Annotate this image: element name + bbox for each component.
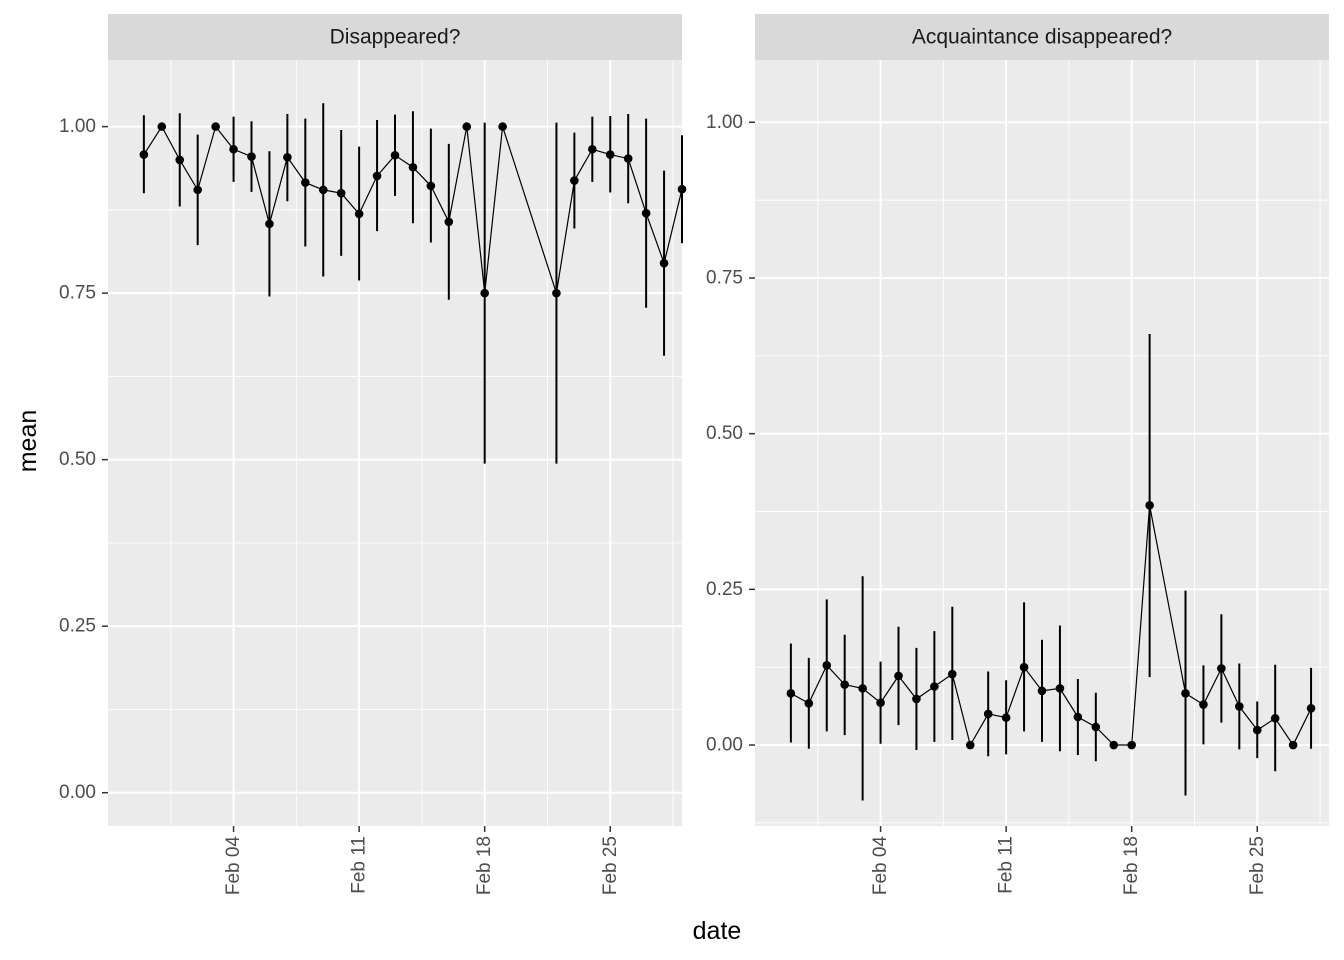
data-point bbox=[229, 144, 238, 154]
y-tick-label: 1.00 bbox=[59, 116, 96, 137]
data-point bbox=[265, 219, 274, 229]
y-axis: 0.00 0.25 0.50 0.75 1.00 bbox=[59, 116, 108, 803]
y-tick-label: 0.50 bbox=[706, 423, 743, 444]
data-point bbox=[677, 184, 687, 194]
data-point bbox=[1145, 500, 1154, 510]
y-tick-label: 1.00 bbox=[706, 112, 743, 133]
data-point bbox=[876, 698, 885, 707]
panel-acquaintance-disappeared: Acquaintance disappeared? 0.00 0.25 0.50… bbox=[706, 14, 1329, 895]
x-tick-label: Feb 11 bbox=[996, 836, 1017, 894]
data-point bbox=[139, 150, 149, 159]
minor-gridlines bbox=[755, 60, 1329, 826]
data-series bbox=[139, 103, 687, 464]
x-tick-label: Feb 04 bbox=[870, 836, 891, 896]
strip-background bbox=[108, 14, 682, 60]
data-point bbox=[1001, 713, 1011, 722]
data-point bbox=[1181, 689, 1190, 698]
data-point bbox=[965, 740, 975, 750]
data-point bbox=[1127, 740, 1136, 750]
data-point bbox=[1199, 700, 1208, 709]
data-series bbox=[786, 334, 1316, 801]
data-point bbox=[175, 155, 185, 165]
y-tick-label: 0.00 bbox=[59, 782, 96, 803]
data-point bbox=[1217, 664, 1226, 673]
y-axis: 0.00 0.25 0.50 0.75 1.00 bbox=[706, 112, 755, 756]
data-point bbox=[1019, 662, 1029, 672]
y-tick-label: 0.00 bbox=[706, 735, 743, 756]
strip-background bbox=[755, 14, 1329, 60]
data-point bbox=[318, 185, 328, 195]
x-axis-title: date bbox=[693, 917, 742, 945]
data-point bbox=[247, 152, 256, 161]
x-tick-label: Feb 18 bbox=[474, 836, 495, 895]
data-point bbox=[623, 154, 633, 163]
data-point bbox=[804, 699, 814, 708]
data-point bbox=[1235, 702, 1244, 711]
x-tick-label: Feb 04 bbox=[223, 836, 244, 896]
minor-gridlines bbox=[108, 60, 682, 826]
panel-disappeared: Disappeared? 0.00 0.25 0.50 0.75 1.00 Fe… bbox=[59, 14, 687, 895]
panel-title: Disappeared? bbox=[330, 26, 461, 49]
data-point bbox=[605, 150, 615, 159]
x-axis: Feb 04 Feb 11 Feb 18 Feb 25 bbox=[870, 826, 1268, 895]
data-point bbox=[426, 181, 436, 191]
data-point bbox=[354, 209, 364, 219]
data-point bbox=[1288, 740, 1298, 750]
data-point bbox=[157, 122, 167, 131]
data-point bbox=[211, 122, 220, 131]
data-point bbox=[1091, 722, 1101, 732]
y-axis-title: mean bbox=[14, 410, 42, 473]
data-point bbox=[1109, 740, 1119, 750]
data-point bbox=[983, 709, 993, 719]
y-tick-label: 0.75 bbox=[59, 283, 96, 304]
data-point bbox=[336, 188, 346, 198]
data-point bbox=[912, 694, 921, 704]
data-point bbox=[840, 680, 849, 689]
data-point bbox=[822, 661, 832, 670]
data-point bbox=[1073, 712, 1083, 722]
data-point bbox=[283, 152, 292, 162]
data-point bbox=[390, 150, 400, 160]
data-point bbox=[786, 689, 796, 698]
data-point bbox=[552, 288, 561, 298]
x-tick-label: Feb 25 bbox=[1247, 836, 1268, 895]
data-point bbox=[498, 122, 507, 131]
data-point bbox=[408, 162, 418, 172]
data-point bbox=[480, 288, 489, 298]
x-tick-label: Feb 25 bbox=[600, 836, 621, 895]
data-point bbox=[444, 217, 454, 227]
data-point bbox=[588, 144, 597, 154]
data-point bbox=[372, 171, 382, 181]
x-tick-label: Feb 18 bbox=[1121, 836, 1142, 895]
data-point bbox=[301, 178, 310, 187]
data-point bbox=[1055, 684, 1065, 693]
data-point bbox=[894, 671, 903, 681]
data-point bbox=[930, 682, 939, 691]
data-point bbox=[948, 669, 957, 679]
data-point bbox=[1306, 703, 1316, 713]
x-axis: Feb 04 Feb 11 Feb 18 Feb 25 bbox=[223, 826, 621, 895]
data-point bbox=[659, 258, 669, 268]
data-point bbox=[1037, 686, 1047, 696]
y-tick-label: 0.50 bbox=[59, 449, 96, 470]
y-tick-label: 0.25 bbox=[706, 579, 743, 600]
data-point bbox=[570, 176, 579, 185]
y-tick-label: 0.25 bbox=[59, 616, 96, 637]
x-tick-label: Feb 11 bbox=[349, 836, 370, 894]
y-tick-label: 0.75 bbox=[706, 267, 743, 288]
data-point bbox=[641, 208, 651, 218]
data-point bbox=[1270, 713, 1280, 723]
data-point bbox=[1252, 725, 1262, 735]
panel-title: Acquaintance disappeared? bbox=[912, 26, 1172, 49]
data-point bbox=[858, 684, 867, 693]
data-point bbox=[462, 122, 472, 131]
data-point bbox=[193, 185, 202, 195]
